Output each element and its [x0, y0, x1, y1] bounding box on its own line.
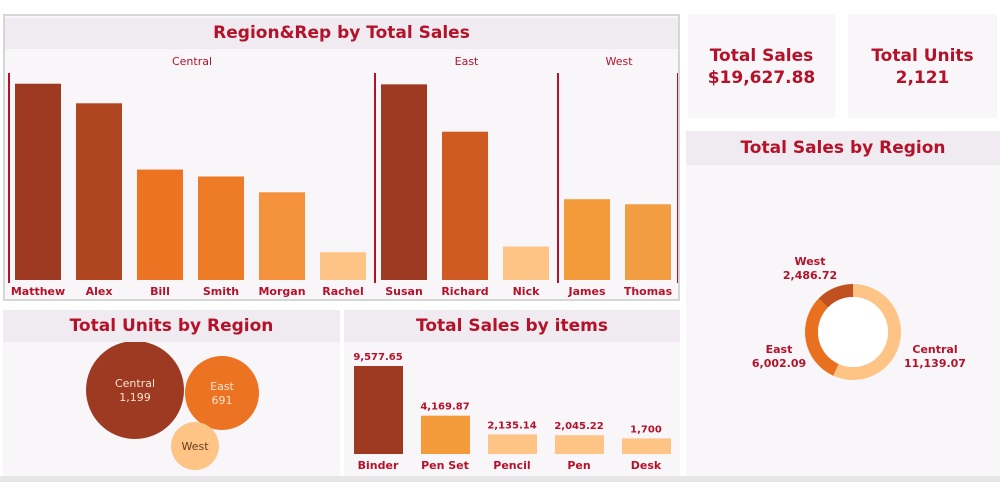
bubble-label: West — [181, 440, 209, 453]
rep-label: Morgan — [258, 285, 305, 298]
kpi-label: Total Sales — [709, 46, 814, 66]
item-label: Pen — [567, 459, 590, 472]
donut-label: West — [794, 255, 825, 268]
donut-label: Central — [912, 343, 957, 356]
units-title: Total Units by Region — [3, 310, 340, 342]
donut-value: 11,139.07 — [904, 357, 966, 370]
donut-slice-west — [818, 284, 853, 308]
rep-label: Matthew — [11, 285, 65, 298]
bubble-label: East — [210, 380, 234, 393]
bar-nick — [503, 246, 549, 280]
bubble-central — [86, 342, 184, 439]
rep-label: Susan — [385, 285, 423, 298]
donut-value: 6,002.09 — [752, 357, 806, 370]
item-label: Binder — [358, 459, 399, 472]
bar-james — [564, 199, 610, 280]
item-value-label: 9,577.65 — [353, 352, 402, 363]
region-header: East — [455, 55, 479, 68]
region-sales-title: Total Sales by Region — [686, 131, 1000, 165]
rep-label: Richard — [441, 285, 488, 298]
bar-susan — [381, 84, 427, 280]
kpi-label: Total Units — [871, 46, 974, 66]
footer-bar — [0, 476, 1000, 482]
bar-morgan — [259, 192, 305, 280]
rep-label: Thomas — [624, 285, 673, 298]
bubble-east — [185, 356, 259, 430]
item-bar — [555, 435, 604, 454]
kpi-value: 2,121 — [895, 68, 950, 88]
region-sales-panel: Total Sales by Region Central 11,139.07 Ea… — [686, 131, 1000, 476]
region-header: Central — [172, 55, 212, 68]
items-panel: Total Sales by items 9,577.65 Binder 4,169… — [344, 310, 680, 476]
rep-sales-panel: Region&Rep by Total Sales Central Matthew… — [3, 14, 680, 301]
donut-slice-central — [833, 284, 901, 380]
donut-value: 2,486.72 — [783, 269, 837, 282]
item-value-label: 4,169.87 — [420, 402, 469, 413]
bar-thomas — [625, 204, 671, 280]
item-value-label: 1,700 — [630, 424, 662, 435]
region-header: West — [605, 55, 633, 68]
items-title: Total Sales by items — [344, 310, 680, 342]
bubble-west — [171, 422, 219, 470]
bubble-value: 1,199 — [119, 391, 151, 404]
bar-matthew — [15, 83, 61, 280]
items-bar-chart: 9,577.65 Binder 4,169.87 Pen Set 2,135.14 Pen… — [353, 352, 671, 472]
donut-slice-east — [805, 298, 839, 376]
units-panel: Total Units by Region Central 1,199 East 69… — [3, 310, 340, 476]
rep-label: Smith — [203, 285, 239, 298]
bar-smith — [198, 176, 244, 280]
kpi-value: $19,627.88 — [707, 68, 816, 88]
bubble-label: Central — [115, 377, 155, 390]
bar-bill — [137, 169, 183, 280]
bar-alex — [76, 103, 122, 280]
donut-hole — [818, 297, 888, 367]
bar-rachel — [320, 252, 366, 280]
item-label: Pen Set — [421, 459, 469, 472]
item-label: Desk — [631, 459, 662, 472]
rep-label: James — [568, 285, 606, 298]
rep-label: Nick — [513, 285, 540, 298]
kpi-total-sales: Total Sales $19,627.88 — [688, 14, 835, 118]
rep-label: Bill — [150, 285, 170, 298]
item-bar — [488, 434, 537, 454]
rep-label: Alex — [86, 285, 113, 298]
item-value-label: 2,135.14 — [487, 420, 536, 431]
donut-label: East — [766, 343, 793, 356]
kpi-total-units: Total Units 2,121 — [848, 14, 997, 118]
rep-label: Rachel — [322, 285, 363, 298]
rep-sales-chart: Central Matthew Alex Bill Smith Morgan Rachel E… — [8, 55, 678, 298]
item-label: Pencil — [493, 459, 530, 472]
item-bar — [354, 366, 403, 454]
bar-richard — [442, 131, 488, 280]
rep-sales-title: Region&Rep by Total Sales — [5, 18, 678, 49]
item-bar — [421, 415, 470, 454]
bubble-value: 691 — [212, 394, 233, 407]
item-value-label: 2,045.22 — [554, 421, 603, 432]
item-bar — [622, 438, 671, 454]
